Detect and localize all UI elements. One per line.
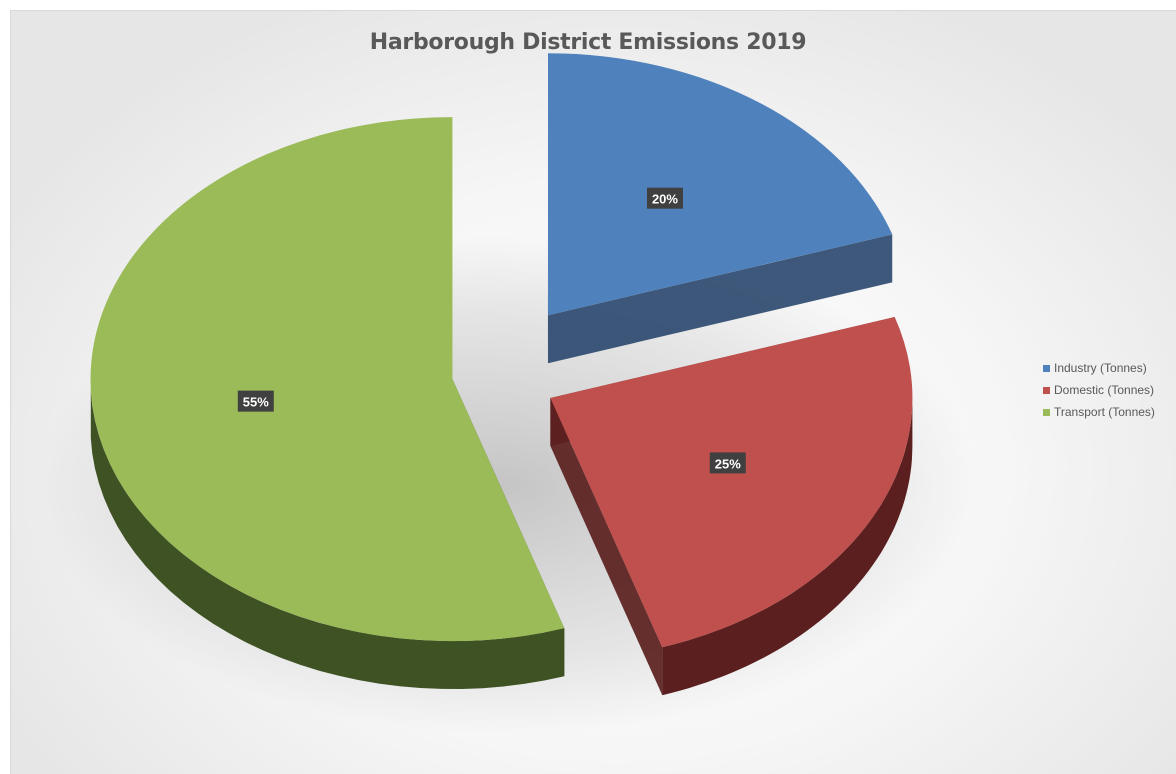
svg-text:25%: 25% — [715, 456, 741, 471]
pie-edge-domestic-1 — [550, 398, 663, 696]
pie-slice-industry[interactable] — [547, 53, 893, 316]
legend-item-industry[interactable]: Industry (Tonnes) — [1043, 357, 1155, 379]
legend-swatch-domestic — [1043, 386, 1050, 394]
legend-label-transport: Transport (Tonnes) — [1054, 405, 1155, 419]
pie-slice-transport[interactable] — [90, 117, 565, 642]
pie-side-transport — [90, 390, 565, 689]
svg-text:20%: 20% — [652, 192, 678, 207]
pie-edge-industry-1 — [547, 234, 893, 364]
data-label-domestic: 25% — [709, 452, 746, 474]
legend-swatch-transport — [1043, 408, 1050, 416]
legend-label-domestic: Domestic (Tonnes) — [1054, 383, 1155, 397]
legend: Industry (Tonnes) Domestic (Tonnes) Tran… — [1043, 357, 1155, 423]
legend-item-transport[interactable]: Transport (Tonnes) — [1043, 401, 1155, 423]
chart-title: Harborough District Emissions 2019 — [369, 30, 807, 55]
legend-item-domestic[interactable]: Domestic (Tonnes) — [1043, 379, 1155, 401]
pie-side-domestic — [662, 398, 913, 696]
legend-swatch-industry — [1043, 364, 1050, 372]
pie-slice-domestic[interactable] — [550, 317, 913, 648]
data-label-transport: 55% — [237, 390, 274, 412]
svg-text:55%: 55% — [243, 395, 269, 410]
data-label-industry: 20% — [646, 187, 683, 209]
legend-label-industry: Industry (Tonnes) — [1054, 361, 1147, 375]
